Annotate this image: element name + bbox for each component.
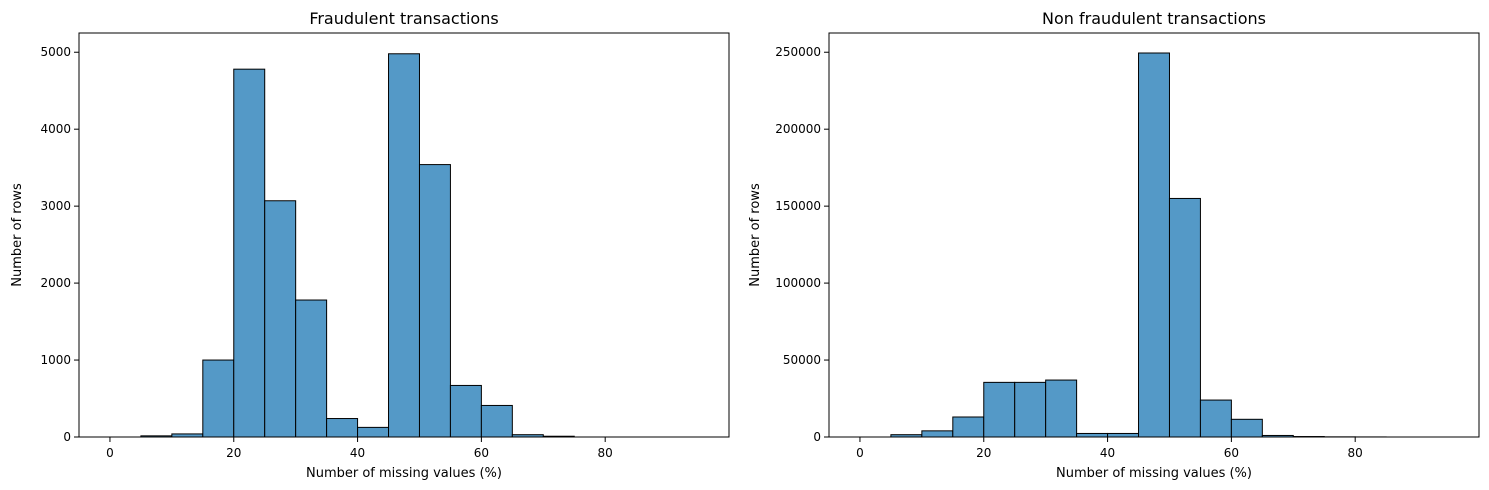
y-tick-label: 200000 [775,122,821,136]
y-tick-label: 0 [63,430,71,444]
bars [140,53,575,438]
chart-title: Non fraudulent transactions [1042,9,1266,28]
chart-non-fraudulent: Non fraudulent transactions Number of mi… [748,9,1480,481]
histogram-bar [983,381,1016,438]
y-tick-label: 5000 [40,45,71,59]
y-ticks: 0 50000 100000 150000 200000 250000 [775,45,829,444]
x-tick-label: 20 [226,446,241,460]
histogram-bar [480,404,513,438]
x-ticks: 0 20 40 60 80 [856,437,1363,460]
histogram-bar [1107,432,1140,438]
x-tick-label: 60 [474,446,489,460]
x-ticks: 0 20 40 60 80 [106,437,613,460]
histogram-bar [388,53,420,438]
x-tick-label: 80 [1348,446,1363,460]
histogram-bar [418,164,451,438]
histogram-bar [326,418,359,438]
chart-title: Fraudulent transactions [309,9,498,28]
histogram-bar [1138,52,1170,438]
histogram-bar [1076,432,1109,438]
histogram-bar [921,430,954,438]
bars [890,52,1387,438]
x-tick-label: 20 [976,446,991,460]
y-tick-label: 1000 [40,353,71,367]
histogram-bar [1045,379,1078,438]
histogram-bar [264,200,297,438]
x-axis-label: Number of missing values (%) [306,466,502,481]
histogram-bar [952,416,985,438]
histogram-bar [295,299,328,438]
chart-fraudulent: Fraudulent transactions Number of missin… [10,9,730,481]
histogram-bar [1230,418,1263,438]
histogram-bar [449,384,482,438]
x-tick-label: 40 [1100,446,1115,460]
y-tick-label: 50000 [783,353,821,367]
histogram-bar [357,426,390,438]
histogram-bar [1168,197,1201,438]
y-tick-label: 3000 [40,199,71,213]
histogram-bar [233,68,266,438]
plot-frame [828,32,1480,438]
histogram-bar [202,359,235,438]
x-axis-label: Number of missing values (%) [1056,466,1252,481]
histogram-bar [1199,399,1232,438]
plot-frame [78,32,730,438]
x-tick-label: 40 [350,446,365,460]
y-tick-label: 250000 [775,45,821,59]
y-tick-label: 100000 [775,276,821,290]
x-tick-label: 0 [106,446,114,460]
x-tick-label: 0 [856,446,864,460]
y-tick-label: 4000 [40,122,71,136]
y-ticks: 0 1000 2000 3000 4000 5000 [40,45,79,444]
x-tick-label: 80 [598,446,613,460]
y-axis-label: Number of rows [10,183,25,287]
x-tick-label: 60 [1224,446,1239,460]
y-tick-label: 2000 [40,276,71,290]
y-tick-label: 0 [813,430,821,444]
y-axis-label: Number of rows [748,183,763,287]
y-tick-label: 150000 [775,199,821,213]
histogram-bar [1014,381,1047,438]
